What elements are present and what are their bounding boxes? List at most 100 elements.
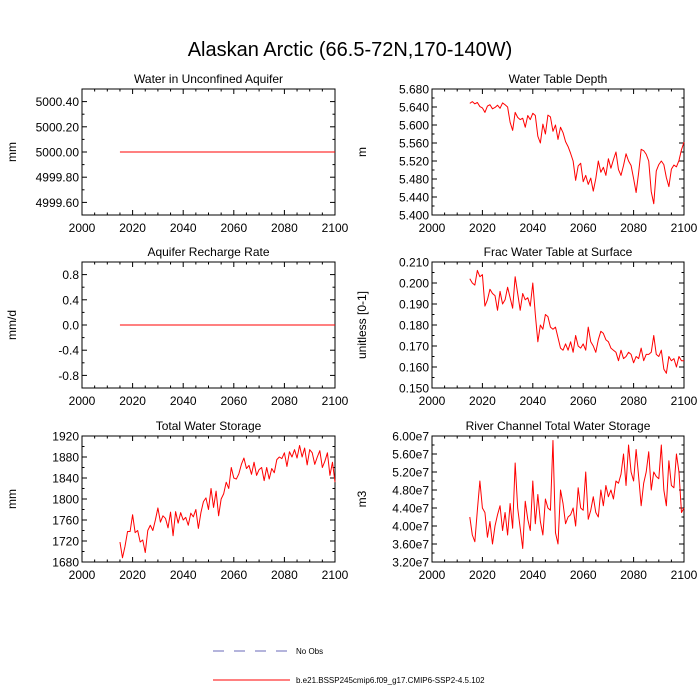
panel-title: Water Table Depth <box>509 72 608 86</box>
y-axis-label: mm <box>5 142 19 162</box>
y-tick-label: 5.680 <box>399 83 429 97</box>
series-line <box>469 440 685 549</box>
y-tick-label: 0.180 <box>399 319 429 333</box>
y-tick-label: 0.170 <box>399 340 429 354</box>
y-tick-label: 0.8 <box>62 268 79 282</box>
x-tick-label: 2080 <box>620 568 647 582</box>
y-tick-label: 3.20e7 <box>392 556 429 570</box>
x-tick-label: 2020 <box>119 394 146 408</box>
y-tick-label: 1680 <box>52 556 79 570</box>
y-axis-label: mm/d <box>5 310 19 340</box>
y-tick-label: 5.440 <box>399 191 429 205</box>
y-tick-label: -0.4 <box>58 344 79 358</box>
x-tick-label: 2000 <box>419 221 446 235</box>
plot-frame <box>431 88 685 216</box>
x-tick-label: 2060 <box>220 221 247 235</box>
y-tick-label: 0.210 <box>399 256 429 270</box>
y-tick-label: 5.600 <box>399 119 429 133</box>
y-tick-label: 0.190 <box>399 298 429 312</box>
legend-model-label: b.e21.BSSP245cmip6.f09_g17.CMIP6-SSP2-4.… <box>296 676 485 685</box>
x-tick-label: 2100 <box>322 568 349 582</box>
y-tick-label: 0.160 <box>399 361 429 375</box>
x-tick-label: 2060 <box>570 221 597 235</box>
legend-obs-label: No Obs <box>296 647 323 656</box>
x-tick-label: 2020 <box>119 568 146 582</box>
x-tick-label: 2040 <box>170 394 197 408</box>
x-tick-label: 2020 <box>469 568 496 582</box>
y-tick-label: 4999.80 <box>36 171 80 185</box>
x-tick-label: 2040 <box>519 568 546 582</box>
y-tick-label: 1920 <box>52 430 79 444</box>
figure-title: Alaskan Arctic (66.5-72N,170-140W) <box>188 39 513 61</box>
x-tick-label: 2020 <box>469 394 496 408</box>
x-tick-label: 2080 <box>271 394 298 408</box>
x-tick-label: 2040 <box>170 221 197 235</box>
y-tick-label: 0.0 <box>62 319 79 333</box>
y-tick-label: 5000.00 <box>36 146 80 160</box>
y-tick-label: 5.480 <box>399 173 429 187</box>
y-tick-label: 5.560 <box>399 137 429 151</box>
panel-title: Aquifer Recharge Rate <box>147 245 269 259</box>
chart-panel-river-channel-total-water-storage: River Channel Total Water Storage m3 2000 2… <box>355 419 698 582</box>
x-tick-label: 2000 <box>419 568 446 582</box>
y-tick-label: 4.40e7 <box>392 502 429 516</box>
x-tick-label: 2040 <box>170 568 197 582</box>
chart-panels: Water in Unconfined Aquifer mm 2000 2020 204… <box>5 72 698 582</box>
y-tick-label: 6.00e7 <box>392 430 429 444</box>
x-tick-label: 2080 <box>620 221 647 235</box>
x-tick-label: 2020 <box>469 221 496 235</box>
chart-panel-aquifer-recharge-rate: Aquifer Recharge Rate mm/d 2000 2020 2040 206… <box>5 245 349 408</box>
x-tick-label: 2000 <box>69 394 96 408</box>
series-line <box>119 444 336 559</box>
y-tick-label: 1720 <box>52 535 79 549</box>
chart-panel-total-water-storage: Total Water Storage mm 2000 2020 2040 2060 208… <box>5 419 349 582</box>
y-tick-label: -0.8 <box>58 369 79 383</box>
y-tick-label: 1840 <box>52 472 79 486</box>
chart-panel-water-in-unconfined-aquifer: Water in Unconfined Aquifer mm 2000 2020 204… <box>5 72 349 235</box>
y-tick-label: 0.4 <box>62 293 79 307</box>
panel-title: Frac Water Table at Surface <box>484 245 633 259</box>
y-tick-label: 3.60e7 <box>392 538 429 552</box>
legend: No Obs b.e21.BSSP245cmip6.f09_g17.CMIP6-… <box>213 647 485 685</box>
x-tick-label: 2060 <box>220 568 247 582</box>
x-tick-label: 2000 <box>69 221 96 235</box>
x-tick-label: 2080 <box>620 394 647 408</box>
panel-title: River Channel Total Water Storage <box>466 419 651 433</box>
y-axis-label: unitless [0-1] <box>355 291 369 359</box>
series-line <box>469 269 684 374</box>
x-tick-label: 2040 <box>519 221 546 235</box>
panel-title: Water in Unconfined Aquifer <box>134 72 283 86</box>
y-tick-label: 5.60e7 <box>392 448 429 462</box>
y-tick-label: 5.400 <box>399 209 429 223</box>
x-tick-label: 2060 <box>570 394 597 408</box>
series-line <box>469 101 685 205</box>
x-tick-label: 2020 <box>119 221 146 235</box>
chart-panel-water-table-depth: Water Table Depth m 2000 2020 2040 2060 2080 21… <box>355 72 698 235</box>
x-tick-label: 2100 <box>322 394 349 408</box>
x-tick-label: 2100 <box>671 394 698 408</box>
y-tick-label: 5.520 <box>399 155 429 169</box>
x-tick-label: 2000 <box>69 568 96 582</box>
x-tick-label: 2060 <box>220 394 247 408</box>
y-tick-label: 4.00e7 <box>392 520 429 534</box>
x-tick-label: 2000 <box>419 394 446 408</box>
y-tick-label: 1760 <box>52 514 79 528</box>
y-tick-label: 5.20e7 <box>392 466 429 480</box>
x-tick-label: 2060 <box>570 568 597 582</box>
y-axis-label: mm <box>5 489 19 509</box>
y-tick-label: 5.640 <box>399 101 429 115</box>
x-tick-label: 2100 <box>671 221 698 235</box>
panel-title: Total Water Storage <box>156 419 262 433</box>
y-tick-label: 1880 <box>52 451 79 465</box>
x-tick-label: 2100 <box>322 221 349 235</box>
y-tick-label: 1800 <box>52 493 79 507</box>
x-tick-label: 2100 <box>671 568 698 582</box>
plot-frame <box>431 261 685 389</box>
y-tick-label: 5000.20 <box>36 120 80 134</box>
y-tick-label: 5000.40 <box>36 95 80 109</box>
y-tick-label: 0.200 <box>399 277 429 291</box>
y-tick-label: 0.150 <box>399 382 429 396</box>
x-tick-label: 2080 <box>271 568 298 582</box>
chart-panel-frac-water-table-at-surface: Frac Water Table at Surface unitless [0-1… <box>355 245 698 408</box>
